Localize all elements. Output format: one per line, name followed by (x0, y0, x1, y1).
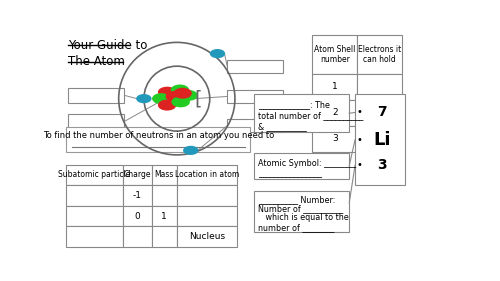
Bar (254, 153, 349, 179)
Text: Location in atom: Location in atom (174, 170, 239, 179)
Bar (177, 185, 237, 206)
Bar (66, 165, 122, 185)
Text: 1: 1 (332, 82, 338, 91)
Bar (357, 100, 402, 126)
Circle shape (158, 100, 176, 110)
Text: _____________: The: _____________: The (258, 101, 330, 110)
Text: Charge: Charge (124, 170, 151, 179)
Bar (122, 226, 152, 247)
Circle shape (184, 146, 198, 154)
Bar (357, 74, 402, 100)
Text: 2: 2 (332, 108, 338, 117)
Text: To find the number of neutrons in an atom you need to: To find the number of neutrons in an ato… (43, 131, 274, 140)
Circle shape (172, 97, 189, 106)
Bar (66, 226, 122, 247)
Bar (177, 206, 237, 226)
Text: -1: -1 (132, 191, 141, 200)
Text: Atom Shell
number: Atom Shell number (314, 45, 356, 64)
Text: Electrons it
can hold: Electrons it can hold (358, 45, 401, 64)
Text: [: [ (194, 89, 202, 108)
Text: ________________: ________________ (258, 169, 322, 178)
Bar (152, 206, 177, 226)
Bar (122, 185, 152, 206)
Text: Subatomic particle: Subatomic particle (58, 170, 130, 179)
Bar (254, 94, 349, 132)
Text: Number of __________: Number of __________ (258, 204, 344, 213)
Bar (254, 191, 349, 232)
Text: 1: 1 (162, 212, 167, 221)
Bar (68, 114, 124, 129)
Bar (312, 126, 357, 152)
Text: Li: Li (374, 131, 391, 149)
Text: Atomic Symbol: ________: Atomic Symbol: ________ (258, 158, 356, 167)
Bar (312, 74, 357, 100)
Bar (312, 35, 357, 74)
Circle shape (180, 91, 197, 100)
Bar (66, 127, 250, 152)
Bar (122, 165, 152, 185)
Bar (355, 94, 406, 185)
Text: The Atom: The Atom (68, 55, 125, 68)
Text: number of ________: number of ________ (258, 223, 334, 232)
Text: •: • (357, 107, 363, 117)
Bar (312, 100, 357, 126)
Bar (152, 185, 177, 206)
Text: __________ Number:: __________ Number: (258, 195, 336, 204)
Bar (68, 88, 124, 103)
Circle shape (210, 50, 224, 58)
Bar (66, 206, 122, 226)
Circle shape (172, 85, 188, 95)
Text: 0: 0 (134, 212, 140, 221)
Text: 3: 3 (332, 134, 338, 143)
Text: which is equal to the: which is equal to the (258, 214, 349, 223)
Text: Your Guide to: Your Guide to (68, 39, 148, 52)
Bar (227, 90, 283, 103)
Text: Nucleus: Nucleus (189, 232, 225, 241)
Bar (152, 226, 177, 247)
Bar (177, 226, 237, 247)
Bar (227, 119, 283, 132)
Text: 7: 7 (378, 105, 387, 119)
Text: •: • (357, 160, 363, 170)
Bar (66, 185, 122, 206)
Circle shape (166, 92, 184, 101)
Bar (122, 206, 152, 226)
Text: & __________: & __________ (258, 122, 307, 131)
Bar (357, 126, 402, 152)
Text: Mass: Mass (154, 170, 174, 179)
Bar (227, 60, 283, 73)
Text: total number of __________: total number of __________ (258, 112, 364, 121)
Circle shape (158, 87, 176, 97)
Text: •: • (357, 135, 363, 145)
Circle shape (174, 89, 191, 98)
Bar (177, 165, 237, 185)
Circle shape (137, 95, 151, 103)
Circle shape (153, 94, 170, 103)
Bar (152, 165, 177, 185)
Text: 3: 3 (378, 158, 387, 172)
Bar (357, 35, 402, 74)
